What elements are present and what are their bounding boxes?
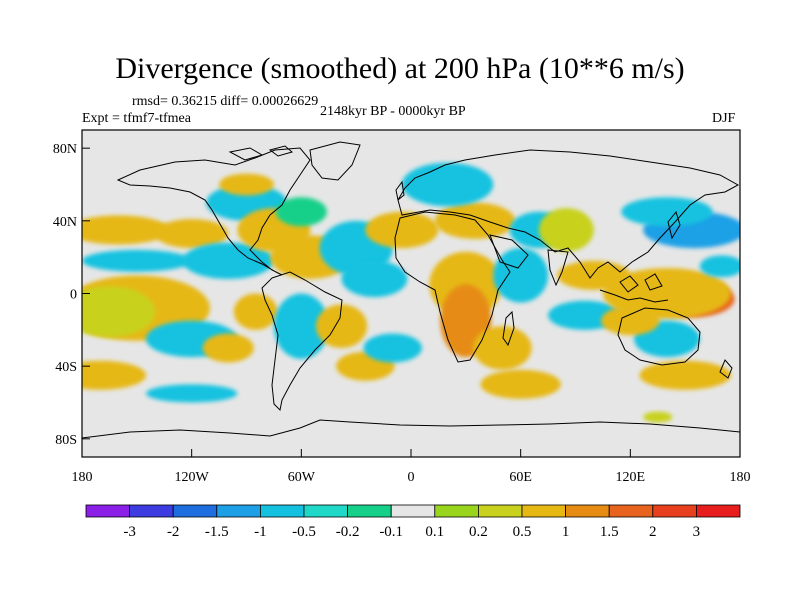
- lon-tick-label: 180: [72, 470, 93, 485]
- colorbar-swatch: [129, 504, 174, 518]
- period-label: 2148kyr BP - 0000kyr BP: [320, 104, 466, 119]
- divergence-region: [365, 211, 439, 249]
- divergence-region: [202, 333, 254, 363]
- lon-tick-label: 60E: [509, 470, 532, 485]
- chart-title: Divergence (smoothed) at 200 hPa (10**6 …: [115, 52, 685, 85]
- colorbar-label: -1.5: [205, 524, 229, 540]
- divergence-region: [145, 384, 238, 403]
- divergence-region: [363, 333, 422, 363]
- colorbar-swatch: [565, 504, 610, 518]
- divergence-region: [434, 202, 516, 239]
- stats-text: rmsd= 0.36215 diff= 0.00026629: [132, 94, 319, 109]
- experiment-label: Expt = tfmf7-tfmea: [82, 111, 191, 126]
- divergence-region: [643, 411, 673, 423]
- divergence-region: [493, 248, 549, 303]
- colorbar-swatch: [85, 504, 130, 518]
- divergence-region: [538, 208, 594, 252]
- divergence-region: [82, 215, 170, 245]
- colorbar-label: -2: [167, 524, 180, 540]
- coastlines: [82, 141, 740, 439]
- divergence-region: [275, 197, 327, 227]
- divergence-region: [621, 197, 713, 227]
- divergence-region: [82, 360, 146, 390]
- divergence-region: [155, 219, 229, 249]
- colorbar-label: -3: [123, 524, 136, 540]
- colorbar-swatch: [696, 504, 741, 518]
- colorbar-swatch: [477, 504, 523, 518]
- colorbar-swatch: [259, 504, 305, 518]
- colorbar-label: -0.2: [336, 524, 360, 540]
- season-label: DJF: [712, 111, 736, 126]
- divergence-region: [639, 360, 731, 390]
- divergence-region: [273, 293, 329, 359]
- divergence-region: [341, 260, 408, 298]
- colorbar-swatch: [434, 504, 479, 518]
- lon-tick-label: 0: [408, 470, 415, 485]
- colorbar-label: -0.1: [379, 524, 403, 540]
- colorbar-label: 1: [562, 524, 570, 540]
- colorbar-swatch: [608, 504, 654, 518]
- colorbar-label: 0.1: [425, 524, 444, 540]
- divergence-region: [473, 326, 532, 370]
- divergence-region: [699, 255, 740, 278]
- lat-tick-label: 80S: [55, 433, 77, 448]
- lat-tick-label: 40N: [53, 215, 77, 230]
- lon-tick-label: 180: [730, 470, 751, 485]
- colorbar-swatch: [172, 504, 218, 518]
- lon-tick-label: 60W: [288, 470, 316, 485]
- colorbar-swatch: [216, 504, 261, 518]
- colorbar-label: 0.5: [513, 524, 532, 540]
- divergence-region: [315, 304, 368, 349]
- colorbar-label: 1.5: [600, 524, 619, 540]
- divergence-field: [82, 162, 740, 423]
- lat-tick-label: 0: [70, 288, 77, 303]
- divergence-region: [82, 249, 192, 272]
- colorbar-swatch: [521, 504, 566, 518]
- colorbar-swatch: [652, 504, 697, 518]
- colorbar-swatch: [390, 504, 436, 518]
- divergence-region: [82, 286, 156, 338]
- divergence-region: [401, 162, 494, 207]
- colorbar-label: 3: [693, 524, 701, 540]
- colorbar-label: -1: [254, 524, 267, 540]
- lon-tick-label: 120W: [175, 470, 210, 485]
- divergence-region: [480, 369, 561, 399]
- axis-ticks: 80N 40N 0 40S 80S 180 120W 60W 0 60E 120E 180: [53, 142, 751, 485]
- lat-tick-label: 80N: [53, 142, 77, 157]
- colorbar-label: -0.5: [292, 524, 316, 540]
- colorbar-swatch: [347, 504, 392, 518]
- colorbar-label: 2: [649, 524, 657, 540]
- colorbar: -3 -2 -1.5 -1 -0.5 -0.2 -0.1 0.1 0.2 0.5 1 1.5 2 3: [85, 504, 741, 540]
- colorbar-label: 0.2: [469, 524, 488, 540]
- divergence-region: [601, 306, 660, 336]
- lat-tick-label: 40S: [55, 360, 77, 375]
- lon-tick-label: 120E: [616, 470, 646, 485]
- divergence-region: [219, 173, 274, 196]
- colorbar-swatch: [303, 504, 348, 518]
